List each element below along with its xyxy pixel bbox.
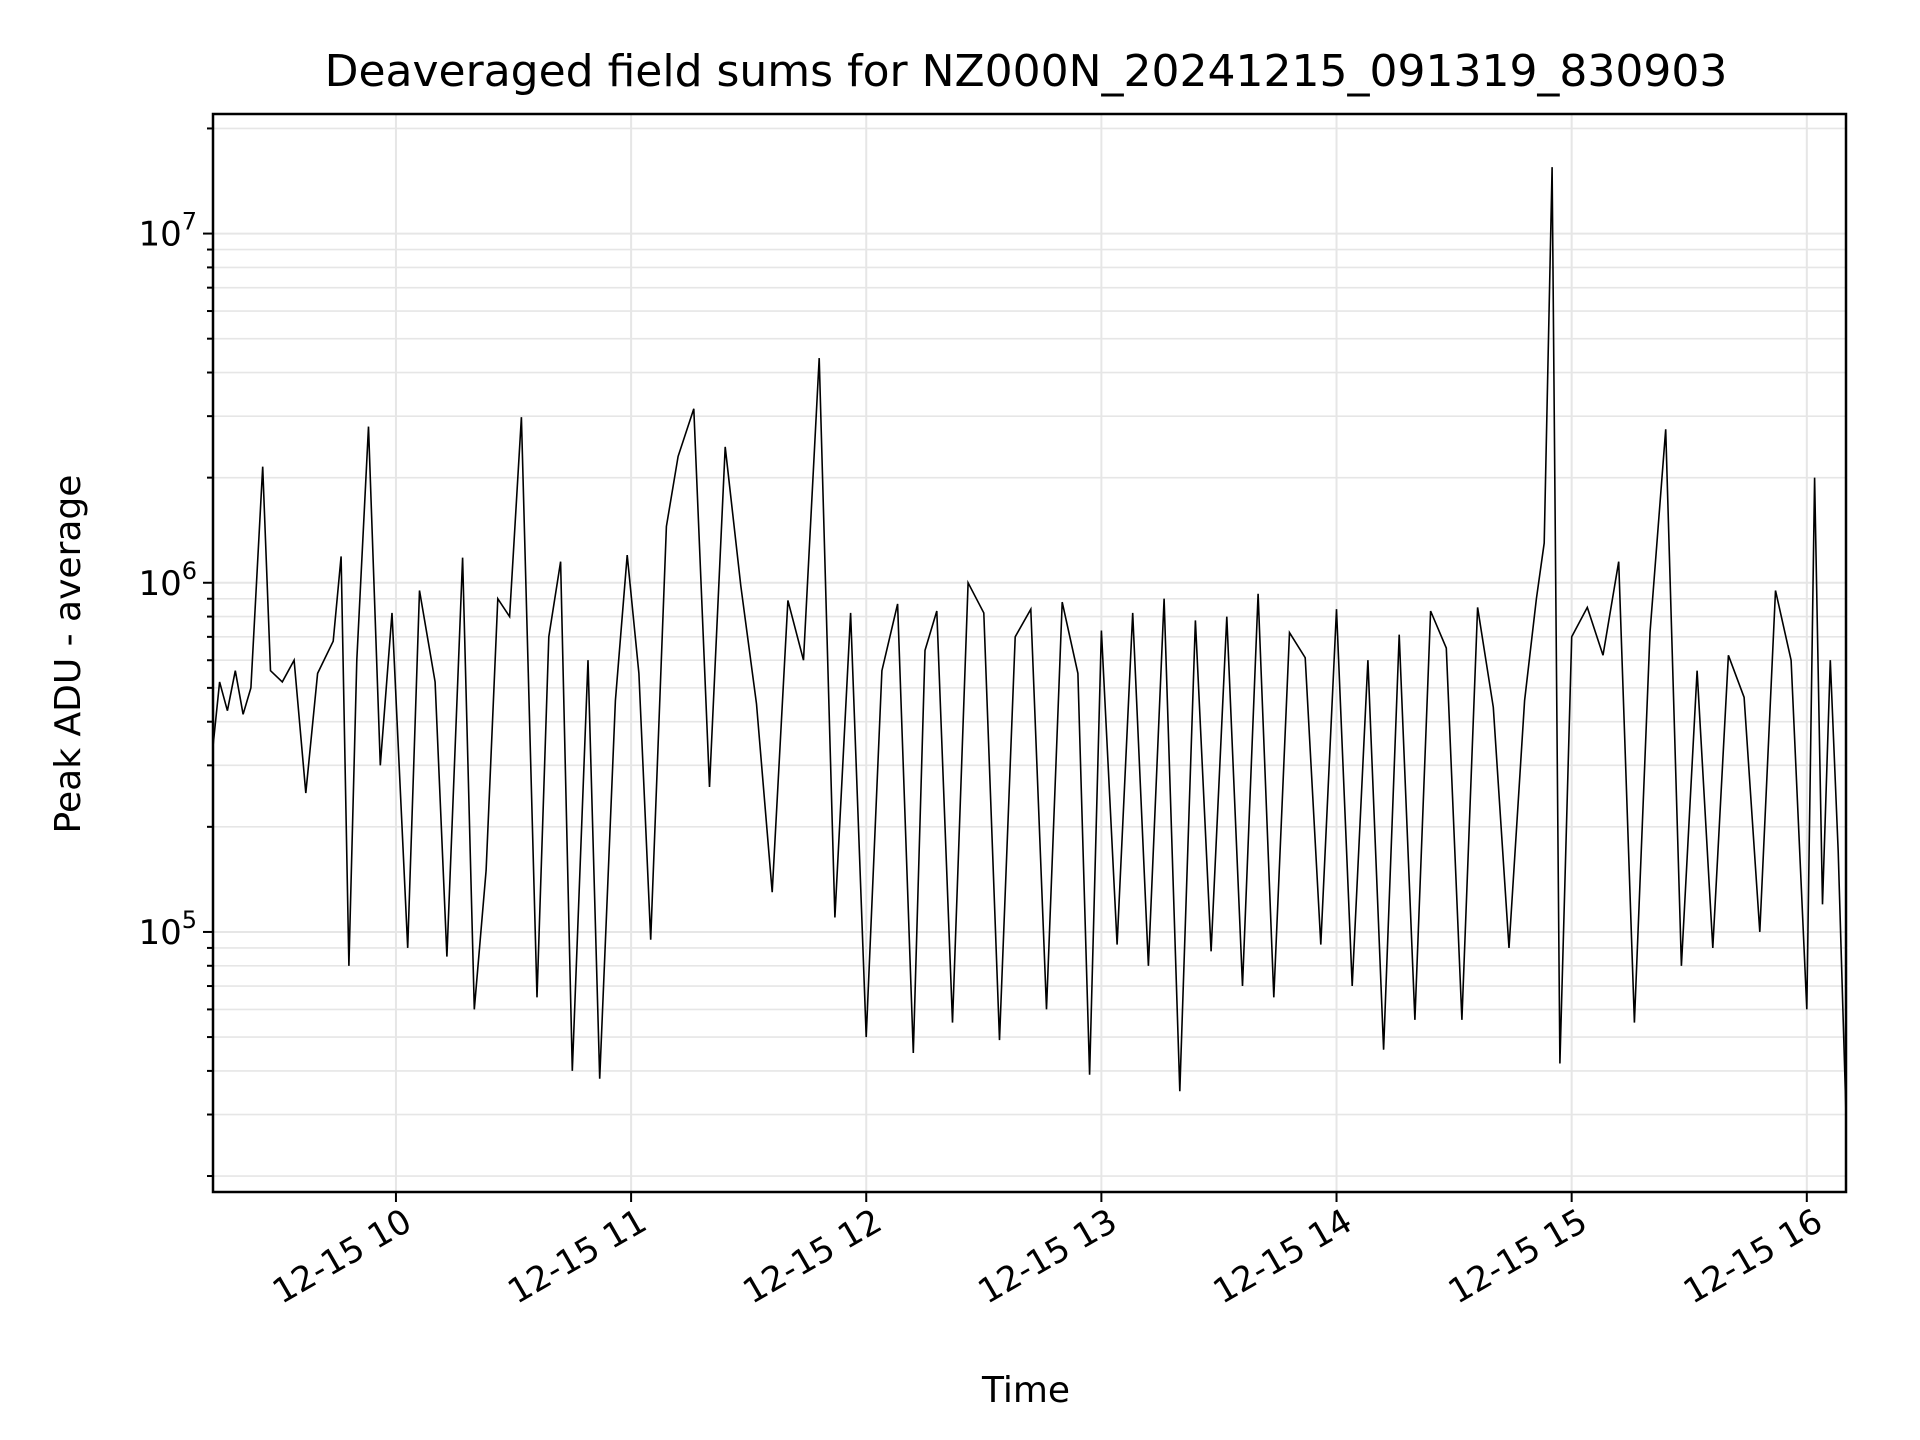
y-tick-label: 107 xyxy=(138,208,197,255)
chart-title: Deaveraged field sums for NZ000N_2024121… xyxy=(325,46,1728,97)
y-tick-label: 106 xyxy=(138,557,197,604)
plot-frame xyxy=(211,112,1848,1194)
y-axis-label: Peak ADU - average xyxy=(48,475,89,834)
grid xyxy=(213,114,1846,1192)
y-tick-label: 105 xyxy=(138,906,197,953)
x-axis-label: Time xyxy=(981,1370,1070,1411)
series-line-group xyxy=(212,167,1847,1115)
series-line xyxy=(212,167,1847,1115)
